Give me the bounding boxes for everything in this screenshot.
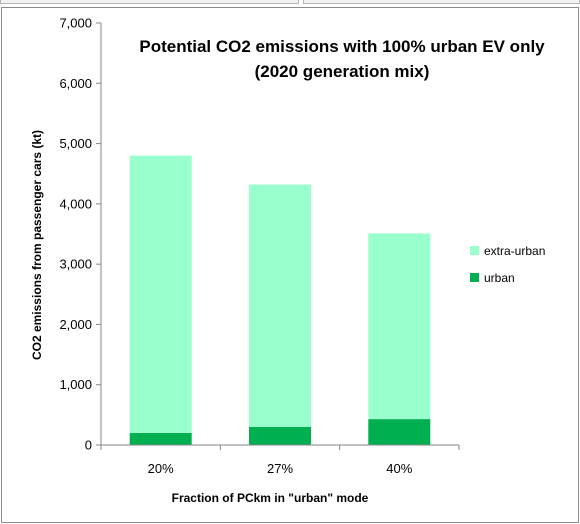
y-tick-label: 7,000: [59, 16, 92, 31]
y-axis-title: CO2 emissions from passenger cars (kt): [30, 130, 44, 360]
bar-urban-40%: [368, 419, 431, 445]
x-axis-title: Fraction of PCkm in "urban" mode: [172, 491, 369, 505]
bar-urban-27%: [249, 426, 311, 445]
x-tick-label: 27%: [267, 461, 293, 476]
top-strip-left: [0, 0, 299, 4]
y-tick-label: 0: [85, 438, 92, 453]
bar-extra-urban-40%: [368, 233, 431, 420]
bar-extra-urban-20%: [129, 155, 192, 433]
y-tick-label: 4,000: [59, 196, 92, 211]
bar-urban-20%: [129, 432, 192, 445]
chart-title-line-2: (2020 generation mix): [255, 62, 430, 81]
legend-label-urban: urban: [484, 271, 515, 285]
chart-title-line-1: Potential CO2 emissions with 100% urban …: [139, 37, 545, 56]
x-tick-label: 40%: [386, 461, 412, 476]
y-tick-label: 5,000: [59, 136, 92, 151]
x-tick-label: 20%: [148, 461, 174, 476]
y-tick-label: 1,000: [59, 377, 92, 392]
bar-extra-urban-27%: [249, 184, 311, 427]
legend-label-extra-urban: extra-urban: [484, 244, 545, 258]
y-tick-label: 3,000: [59, 257, 92, 272]
plot-area: 20% 27% 40% 0 1,000 2,000 3,000 4,000 5,000 6,000…: [59, 16, 460, 476]
y-tick-label: 2,000: [59, 317, 92, 332]
y-tick-label: 6,000: [59, 76, 92, 91]
legend-swatch-urban: [470, 273, 479, 282]
legend-swatch-extra-urban: [470, 246, 479, 255]
